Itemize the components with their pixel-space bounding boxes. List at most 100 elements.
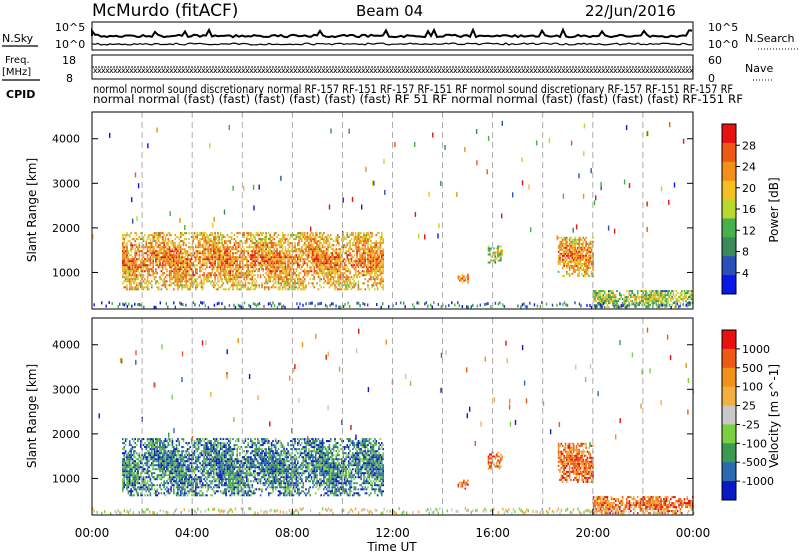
echo-cell	[186, 266, 189, 269]
echo-cell	[228, 125, 230, 130]
echo-cell	[625, 290, 628, 293]
echo-cell	[367, 270, 369, 273]
echo-cell	[352, 232, 354, 235]
echo-cell	[237, 284, 240, 287]
echo-cell	[225, 242, 227, 245]
echo-cell	[650, 298, 653, 301]
echo-cell	[590, 248, 593, 251]
echo-cell	[214, 260, 216, 263]
echo-cell	[590, 262, 593, 265]
echo-cell	[133, 472, 135, 475]
echo-cell	[178, 256, 181, 259]
echo-cell	[159, 262, 161, 265]
echo-cell	[164, 238, 167, 241]
echo-cell	[652, 306, 654, 309]
echo-cell	[127, 458, 130, 461]
echo-cell	[592, 240, 594, 243]
echo-cell	[563, 242, 565, 245]
echo-cell	[301, 250, 303, 253]
echo-cell	[133, 484, 135, 487]
echo-cell	[157, 238, 160, 241]
echo-cell	[244, 274, 247, 277]
echo-cell	[486, 169, 488, 175]
echo-cell	[317, 246, 320, 249]
echo-cell	[213, 238, 215, 241]
echo-cell	[155, 232, 157, 235]
echo-cell	[557, 260, 560, 263]
echo-cell	[247, 286, 249, 289]
echo-cell	[331, 244, 333, 247]
echo-cell	[283, 270, 285, 273]
echo-cell	[320, 278, 322, 281]
echo-cell	[578, 262, 580, 265]
echo-cell	[672, 298, 675, 301]
echo-cell	[196, 254, 198, 257]
echo-cell	[164, 256, 167, 259]
echo-cell	[345, 288, 347, 291]
echo-cell	[303, 258, 306, 261]
echo-cell	[131, 248, 134, 251]
echo-cell	[276, 260, 278, 263]
echo-cell	[217, 260, 219, 263]
echo-cell	[247, 252, 249, 255]
echo-cell	[346, 278, 349, 281]
echo-cell	[276, 244, 278, 247]
echo-cell	[365, 268, 368, 271]
echo-cell	[128, 462, 131, 465]
echo-cell	[241, 234, 244, 237]
echo-cell	[277, 288, 280, 291]
echo-cell	[370, 258, 372, 261]
echo-cell	[561, 266, 564, 269]
echo-cell	[185, 266, 187, 269]
echo-cell	[631, 302, 633, 306]
echo-cell	[548, 138, 551, 144]
echo-cell	[284, 270, 287, 273]
echo-cell	[142, 248, 145, 251]
echo-cell	[330, 272, 332, 275]
echo-cell	[203, 252, 205, 255]
echo-cell	[263, 242, 266, 245]
echo-cell	[207, 260, 209, 263]
echo-cell	[206, 256, 208, 259]
echo-cell	[134, 266, 136, 269]
echo-cell	[375, 284, 378, 287]
echo-cell	[324, 260, 327, 263]
echo-cell	[290, 286, 292, 289]
echo-cell	[281, 234, 284, 237]
echo-cell	[321, 256, 324, 259]
echo-cell	[479, 303, 481, 307]
echo-cell	[221, 260, 223, 263]
echo-cell	[331, 284, 333, 287]
echo-cell	[146, 248, 149, 251]
echo-cell	[168, 246, 171, 249]
echo-cell	[328, 204, 331, 210]
echo-cell	[303, 244, 306, 247]
echo-cell	[199, 250, 201, 253]
echo-cell	[583, 274, 586, 277]
echo-cell	[586, 258, 589, 261]
echo-cell	[582, 244, 585, 247]
echo-cell	[124, 234, 127, 237]
echo-cell	[130, 280, 132, 283]
echo-cell	[259, 232, 262, 235]
echo-cell	[303, 248, 306, 251]
echo-cell	[130, 264, 132, 267]
echo-cell	[221, 240, 223, 243]
echo-cell	[358, 236, 361, 239]
echo-cell	[325, 268, 328, 271]
echo-cell	[281, 250, 284, 253]
echo-cell	[572, 240, 575, 243]
echo-cell	[279, 254, 281, 257]
echo-cell	[128, 450, 131, 453]
echo-cell	[128, 482, 131, 485]
echo-cell	[193, 282, 196, 285]
echo-cell	[190, 246, 193, 249]
echo-cell	[298, 284, 300, 287]
echo-cell	[624, 306, 627, 309]
echo-cell	[255, 242, 258, 245]
echo-cell	[290, 256, 292, 259]
echo-cell	[240, 260, 243, 263]
echo-cell	[302, 286, 305, 289]
echo-cell	[123, 266, 125, 269]
echo-cell	[317, 256, 320, 259]
